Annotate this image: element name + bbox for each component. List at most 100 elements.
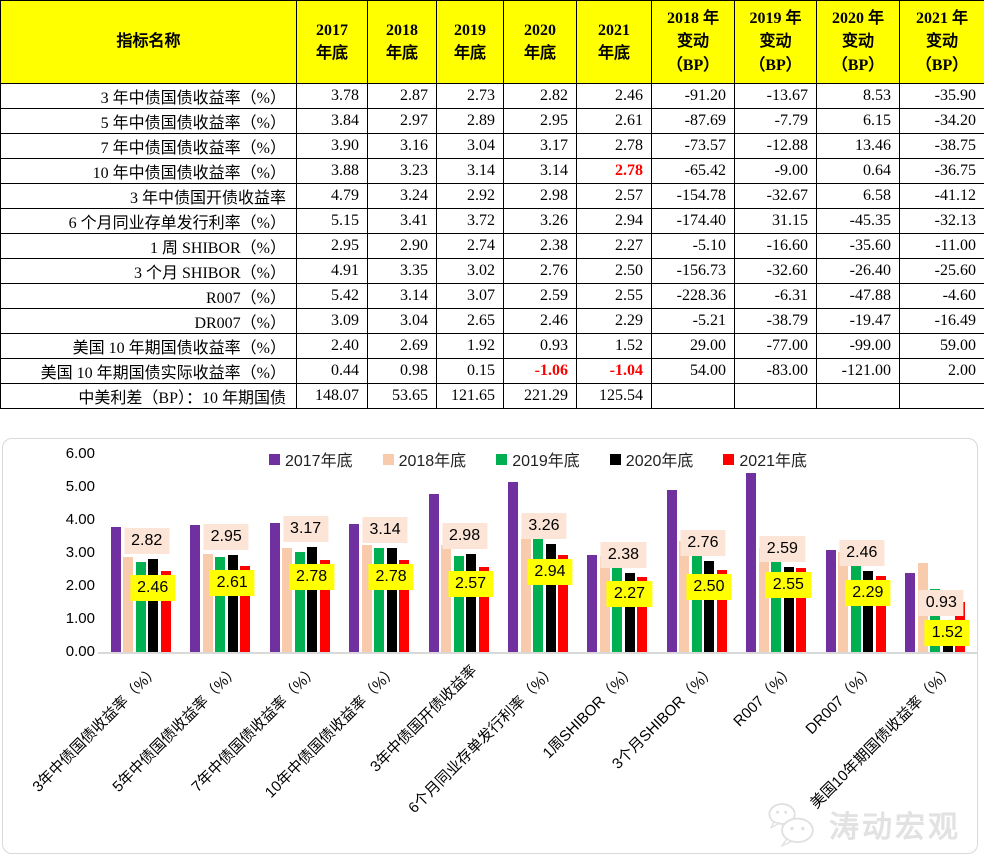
bar [863, 570, 874, 652]
value-cell: 2.82 [503, 83, 577, 109]
value-cell: 3.90 [296, 133, 368, 159]
legend-item: 2020年底 [609, 447, 694, 471]
value-cell: -35.90 [899, 83, 984, 109]
value-cell: 2.55 [576, 283, 652, 309]
bar [599, 556, 610, 652]
value-cell: -11.00 [899, 233, 984, 259]
value-cell: 2.92 [436, 183, 504, 209]
value-cell: 2.95 [296, 233, 368, 259]
legend-swatch [723, 453, 735, 465]
value-cell: -26.40 [816, 258, 900, 284]
value-cell: 3.04 [367, 308, 437, 334]
table-body: 3 年中债国债收益率（%） 3.78 2.87 2.73 2.82 2.46 -91.20-… [0, 83, 984, 409]
value-cell: -77.00 [734, 333, 817, 359]
value-cell: -4.60 [899, 283, 984, 309]
bar [160, 570, 171, 652]
value-cell: -16.49 [899, 308, 984, 334]
value-cell: 2.97 [367, 108, 437, 134]
value-cell: -12.88 [734, 133, 817, 159]
value-cell: 2.46 [576, 83, 652, 109]
bar-value-label-2020: 2.76 [680, 529, 726, 556]
bar-value-label-2020: 2.46 [839, 539, 885, 566]
value-cell: 0.98 [367, 358, 437, 384]
year-column-header: 2018 年底 [367, 0, 437, 84]
value-cell: 2.78 [576, 158, 652, 184]
value-cell: -19.47 [816, 308, 900, 334]
bar [746, 473, 757, 652]
bar [587, 554, 598, 652]
bar-value-label-2021: 2.78 [289, 564, 335, 591]
bar [361, 545, 372, 652]
table-row: 10 年中债国债收益率（%） 3.88 3.23 3.14 3.14 2.78 -65.42… [0, 158, 984, 184]
value-cell: 3.07 [436, 283, 504, 309]
bar [269, 523, 280, 652]
value-cell: 3.26 [503, 208, 577, 234]
indicator-cell: 1 周 SHIBOR（%） [0, 233, 297, 259]
y-axis-label: 5.00 [65, 478, 95, 495]
value-cell: -154.78 [651, 183, 735, 209]
value-cell: 2.27 [576, 233, 652, 259]
value-cell: -32.60 [734, 258, 817, 284]
bar-chart: 2017年底 2018年底 2019年底 2020年底 2021年底 0.00 1.00 2… [2, 438, 978, 854]
value-cell: -38.75 [899, 133, 984, 159]
value-cell: 4.79 [296, 183, 368, 209]
bar-value-label-2020: 0.93 [918, 590, 964, 617]
indicator-name-header: 指标名称 [0, 0, 297, 84]
indicator-cell: 美国 10 年期国债收益率（%） [0, 333, 297, 359]
value-cell: -174.40 [651, 208, 735, 234]
value-cell: 3.78 [296, 83, 368, 109]
value-cell: -47.88 [816, 283, 900, 309]
indicator-cell: 3 年中债国债收益率（%） [0, 83, 297, 109]
table-header: 指标名称 2017 年底 2018 年底 2019 年底 2020 年底 2021 年底 2… [0, 0, 984, 84]
bar-value-label-2020: 2.38 [600, 542, 647, 569]
bar [110, 527, 121, 652]
value-cell: 148.07 [296, 383, 368, 409]
value-cell: 3.72 [436, 208, 504, 234]
value-cell: -91.20 [651, 83, 735, 109]
bar-value-label-2020: 2.98 [441, 522, 488, 549]
value-cell: 2.89 [436, 108, 504, 134]
legend-label: 2020年底 [625, 453, 694, 470]
value-cell: 8.53 [816, 83, 900, 109]
bar [319, 560, 330, 652]
table-row: R007（%） 5.42 3.14 3.07 2.59 2.55 -228.36 -6.31-… [0, 283, 984, 309]
value-cell: 0.15 [436, 358, 504, 384]
table-header-row: 指标名称 2017 年底 2018 年底 2019 年底 2020 年底 2021 年底 2… [0, 0, 984, 84]
bar [771, 550, 782, 652]
bar-value-label-2020: 3.26 [521, 513, 567, 540]
bar [716, 569, 727, 652]
value-cell: -13.67 [734, 83, 817, 109]
value-cell: 3.84 [296, 108, 368, 134]
bar [679, 541, 690, 652]
value-cell: 6.15 [816, 108, 900, 134]
change-column-header: 2020 年 变动 （BP） [816, 0, 900, 84]
value-cell: 3.41 [367, 208, 437, 234]
x-axis-label: 美国10年期国债收益率（%） [807, 662, 958, 813]
value-cell: 3.04 [436, 133, 504, 159]
year-column-header: 2017 年底 [296, 0, 368, 84]
bar [453, 555, 464, 652]
bar-value-label-2020: 3.17 [283, 516, 329, 543]
value-cell: 0.44 [296, 358, 368, 384]
value-cell: 125.54 [576, 383, 652, 409]
value-cell: 54.00 [651, 358, 735, 384]
watermark-text: 涛动宏观 [829, 811, 961, 844]
value-cell: 59.00 [899, 333, 984, 359]
legend-item: 2018年底 [382, 447, 466, 471]
value-cell: 5.15 [296, 208, 368, 234]
value-cell: 2.57 [576, 183, 652, 209]
value-cell: -73.57 [651, 133, 735, 159]
value-cell: -7.79 [734, 108, 817, 134]
value-cell [899, 383, 984, 409]
value-cell: -1.06 [503, 358, 577, 384]
indicator-cell: 10 年中债国债收益率（%） [0, 158, 297, 184]
value-cell: 13.46 [816, 133, 900, 159]
table-row: 6 个月同业存单发行利率（%） 5.15 3.41 3.72 3.26 2.94 -174.… [0, 208, 984, 234]
value-cell: 2.98 [503, 183, 577, 209]
value-cell: 2.95 [503, 108, 577, 134]
y-axis-label: 3.00 [65, 544, 95, 561]
value-cell: -35.60 [816, 233, 900, 259]
bar [783, 566, 794, 652]
value-cell: 2.94 [576, 208, 652, 234]
value-cell: 2.73 [436, 83, 504, 109]
